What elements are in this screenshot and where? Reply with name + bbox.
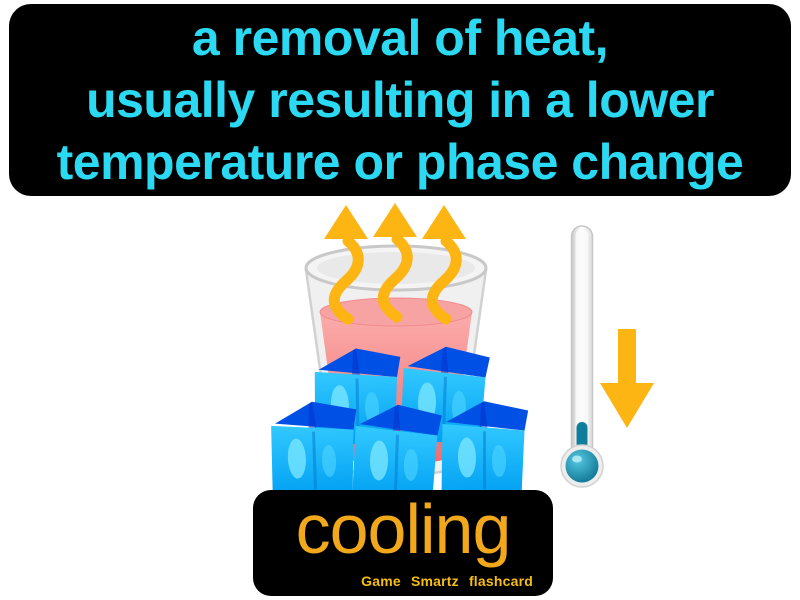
- heat-arrow-icon: [422, 205, 466, 325]
- term-label: cooling: [295, 490, 512, 568]
- definition-line: temperature or phase change: [56, 134, 744, 190]
- ice-cube: [266, 397, 363, 501]
- definition-banner: a removal of heat, usually resulting in …: [9, 4, 791, 196]
- definition-line: a removal of heat,: [191, 10, 609, 66]
- thermometer-bulb: [565, 449, 599, 483]
- temperature-down-arrow-icon: [600, 329, 654, 428]
- term-banner: cooling Game Smartz flashcard: [253, 490, 553, 596]
- heat-arrow-icon: [324, 205, 368, 325]
- heat-wave-arrows: [324, 203, 466, 325]
- attribution-label: Game Smartz flashcard: [361, 573, 533, 589]
- heat-arrow-icon: [373, 203, 417, 323]
- thermometer: [560, 225, 604, 488]
- definition-line: usually resulting in a lower: [86, 72, 714, 128]
